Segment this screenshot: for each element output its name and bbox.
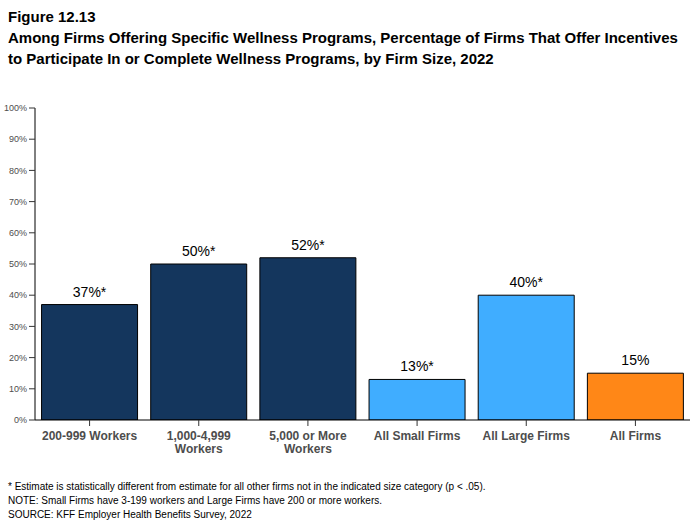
svg-text:40%*: 40%* (509, 274, 543, 290)
svg-text:100%: 100% (8, 103, 27, 113)
html-text:NOTE: Small Firms have 3-199 w: NOTE: Small Firms have 3-199 workers and… (8, 495, 382, 506)
html-text:SOURCE: KFF Employer Health Be: SOURCE: KFF Employer Health Benefits Sur… (8, 509, 252, 520)
svg-text:37%*: 37%* (73, 284, 107, 300)
svg-text:1,000-4,999Workers: 1,000-4,999Workers (167, 429, 231, 456)
svg-text:0%: 0% (14, 415, 27, 425)
svg-text:60%: 60% (9, 228, 27, 238)
svg-text:50%: 50% (9, 259, 27, 269)
svg-text:70%: 70% (9, 197, 27, 207)
svg-text:5,000 or MoreWorkers: 5,000 or MoreWorkers (269, 429, 347, 456)
html-text:Figure 12.13: Figure 12.13 (8, 8, 96, 25)
svg-text:90%: 90% (9, 134, 27, 144)
svg-text:All Small Firms: All Small Firms (374, 429, 461, 443)
html-text:* Estimate is statistically di: * Estimate is statistically different fr… (8, 481, 486, 492)
svg-text:50%*: 50%* (182, 243, 216, 259)
svg-text:30%: 30% (9, 322, 27, 332)
svg-text:200-999 Workers: 200-999 Workers (42, 429, 138, 443)
html-text:Among Firms Offering Specific: Among Firms Offering Specific Wellness P… (8, 29, 678, 67)
svg-text:15%: 15% (621, 352, 649, 368)
svg-text:20%: 20% (9, 353, 27, 363)
svg-text:80%: 80% (9, 166, 27, 176)
svg-text:10%: 10% (9, 384, 27, 394)
svg-text:All Large Firms: All Large Firms (483, 429, 571, 443)
svg-text:13%*: 13%* (400, 358, 434, 374)
svg-text:All Firms: All Firms (610, 429, 662, 443)
svg-text:52%*: 52%* (291, 237, 325, 253)
svg-text:40%: 40% (9, 290, 27, 300)
